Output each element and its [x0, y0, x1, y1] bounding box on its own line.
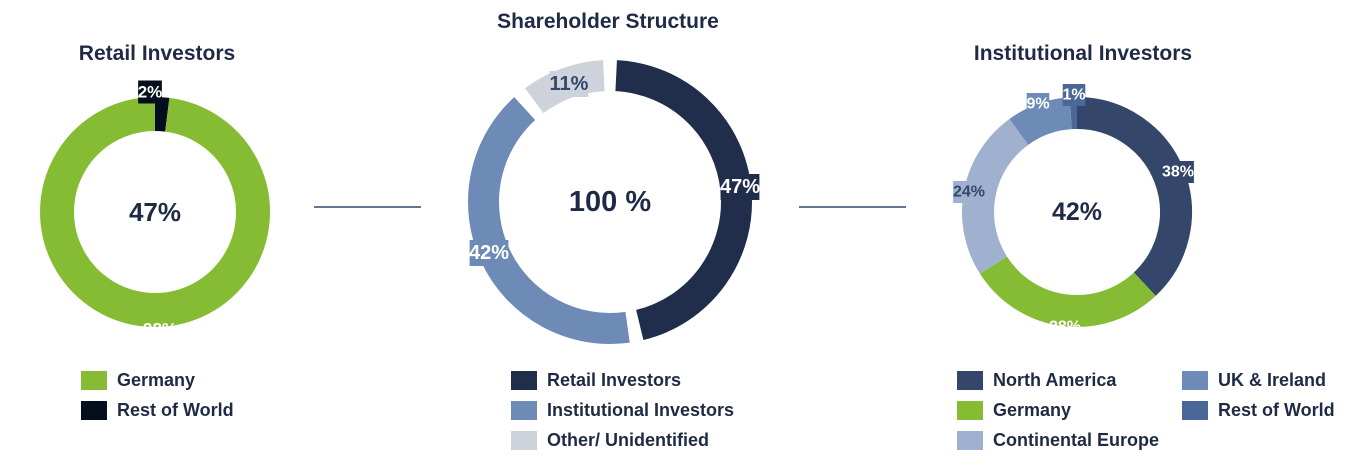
retail-chart-title: Retail Investors — [78, 42, 236, 65]
legend-item: Germany — [957, 395, 1159, 425]
legend-swatch — [511, 400, 537, 420]
legend-label: Rest of World — [1218, 399, 1335, 420]
legend-label: North America — [993, 369, 1117, 390]
institutional-donut: 42% 38% 28% 24% 9% 1% — [953, 84, 1194, 336]
center-label: 100 % — [569, 186, 651, 218]
legend-swatch — [1182, 370, 1208, 390]
data-label-bg — [1162, 161, 1194, 183]
legend-item: Germany — [81, 365, 234, 395]
slice-institutional-investors — [468, 97, 630, 344]
data-label-uk-ireland: 9% — [1026, 96, 1049, 113]
data-label-other-unidentified: 11% — [550, 73, 589, 95]
data-label-institutional-investors: 42% — [469, 242, 509, 264]
data-label-bg — [469, 240, 509, 266]
legend-swatch — [511, 370, 537, 390]
shareholder-chart-title: Shareholder Structure — [497, 10, 719, 33]
legend-item: Rest of World — [1182, 395, 1335, 425]
data-label-germany: 28% — [1049, 319, 1081, 336]
legend-swatch — [511, 430, 537, 450]
legend-label: Germany — [117, 369, 196, 390]
data-label-north-america: 38% — [1162, 164, 1194, 181]
data-label-retail-investors: 47% — [720, 176, 760, 198]
legend-item: Continental Europe — [957, 425, 1159, 455]
legend-swatch — [81, 400, 107, 420]
data-label-bg — [1026, 93, 1050, 115]
legend-item: UK & Ireland — [1182, 365, 1335, 395]
legend-swatch — [957, 430, 983, 450]
legend-item: Retail Investors — [511, 365, 734, 395]
data-label-rest-of-world: 2% — [138, 83, 163, 102]
data-label-rest-of-world: 1% — [1062, 87, 1085, 104]
slice-germany — [40, 97, 270, 327]
legend-item: Institutional Investors — [511, 395, 734, 425]
legend-label: UK & Ireland — [1218, 369, 1327, 390]
institutional-legend-col2: UK & Ireland Rest of World — [1182, 365, 1335, 425]
data-label-bg — [720, 174, 760, 200]
data-label-continental-europe: 24% — [953, 184, 985, 201]
legend-swatch — [1182, 400, 1208, 420]
shareholder-legend: Retail Investors Institutional Investors… — [511, 365, 734, 455]
data-label-bg — [138, 80, 162, 104]
legend-label: Institutional Investors — [547, 399, 735, 420]
legend-label: Retail Investors — [547, 369, 682, 390]
legend-label: Other/ Unidentified — [547, 429, 709, 450]
shareholder-donut: 100 % 47% 42% 11% — [468, 60, 760, 344]
slice-uk-ireland — [1009, 97, 1073, 146]
slice-rest-of-world — [154, 96, 170, 132]
institutional-chart-title: Institutional Investors — [973, 42, 1193, 65]
legend-swatch — [81, 370, 107, 390]
center-label: 42% — [1052, 198, 1102, 226]
retail-donut: 47% 2% 98% — [40, 80, 270, 339]
legend-item: Other/ Unidentified — [511, 425, 734, 455]
legend-label: Continental Europe — [993, 429, 1159, 450]
slice-germany — [979, 256, 1156, 327]
retail-legend: Germany Rest of World — [81, 365, 234, 425]
legend-swatch — [957, 400, 983, 420]
data-label-germany: 98% — [143, 320, 177, 339]
data-label-bg — [953, 181, 985, 203]
data-label-bg — [549, 71, 589, 97]
data-label-bg — [1062, 84, 1086, 106]
legend-label: Rest of World — [117, 399, 234, 420]
legend-label: Germany — [993, 399, 1072, 420]
center-label: 47% — [129, 197, 181, 227]
legend-item: North America — [957, 365, 1159, 395]
legend-swatch — [957, 370, 983, 390]
legend-item: Rest of World — [81, 395, 234, 425]
institutional-legend-col1: North America Germany Continental Europe — [957, 365, 1159, 455]
